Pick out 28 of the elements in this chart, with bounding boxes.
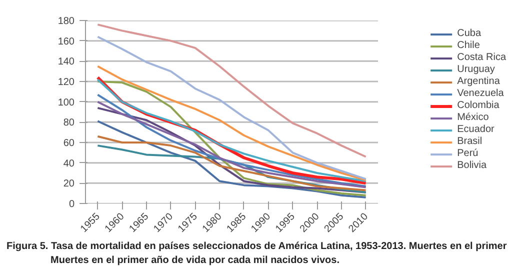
legend-label: Ecuador	[457, 124, 494, 135]
legend-label: Venezuela	[457, 88, 504, 99]
line-series	[96, 24, 367, 158]
legend-label: Chile	[457, 40, 480, 51]
line-series	[96, 36, 367, 180]
legend-label: Cuba	[457, 28, 481, 39]
line-series	[96, 135, 367, 192]
y-tick-label: 0	[68, 199, 75, 210]
legend-label: Brasil	[457, 136, 482, 147]
y-tick-label: 40	[63, 158, 75, 170]
legend-label: Argentina	[457, 76, 500, 87]
legend-label: México	[457, 112, 489, 123]
legend-label: Colombia	[457, 100, 500, 111]
y-tick-label: 100	[58, 97, 75, 108]
y-tick-label: 160	[58, 36, 75, 48]
line-series	[96, 120, 367, 198]
text: Muertes en el primer año de vida por cada mil nacidos vivos.	[50, 255, 340, 266]
text: Figura 5. Tasa de mortalidad en países seleccionados de América Latina, 1953-2013. Muertes en el primer	[6, 241, 507, 252]
y-tick-label: 140	[58, 56, 75, 68]
legend-label: Bolivia	[457, 160, 487, 171]
y-tick-label: 120	[58, 77, 75, 88]
y-tick-label: 80	[63, 118, 75, 129]
y-tick-label: 180	[58, 16, 75, 27]
y-tick-label: 20	[63, 178, 75, 190]
y-tick-label: 60	[63, 138, 75, 149]
legend-label: Perú	[457, 148, 478, 159]
legend-label: Uruguay	[457, 64, 495, 75]
legend-label: Costa Rica	[457, 52, 506, 63]
